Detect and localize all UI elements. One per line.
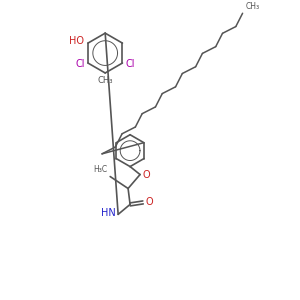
Text: H₃C: H₃C: [93, 165, 107, 174]
Text: O: O: [142, 169, 150, 179]
Text: Cl: Cl: [76, 59, 85, 69]
Text: O: O: [145, 197, 153, 207]
Text: HN: HN: [101, 208, 116, 218]
Text: CH₃: CH₃: [246, 2, 260, 11]
Text: Cl: Cl: [125, 59, 135, 69]
Text: CH₃: CH₃: [98, 76, 113, 85]
Text: HO: HO: [69, 36, 84, 46]
